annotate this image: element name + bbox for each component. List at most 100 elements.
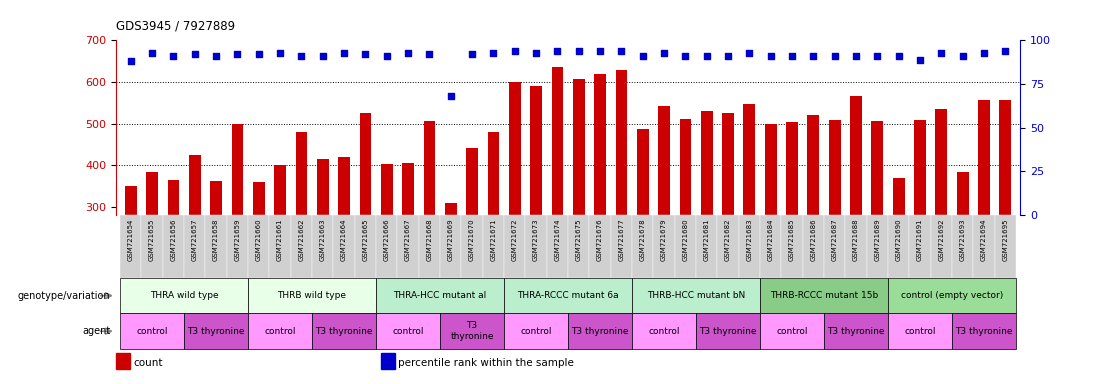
Bar bbox=[504, 215, 525, 278]
Bar bbox=[483, 215, 504, 278]
Text: GSM721681: GSM721681 bbox=[704, 218, 709, 261]
Bar bbox=[317, 159, 329, 215]
Bar bbox=[147, 172, 158, 215]
Bar bbox=[803, 215, 824, 278]
Point bbox=[826, 53, 844, 59]
Point bbox=[975, 50, 993, 56]
Text: T3
thyronine: T3 thyronine bbox=[450, 321, 494, 341]
Text: T3 thyronine: T3 thyronine bbox=[315, 327, 373, 336]
Text: GSM721657: GSM721657 bbox=[192, 218, 197, 261]
Point bbox=[676, 53, 694, 59]
Bar bbox=[824, 215, 845, 278]
Point bbox=[932, 50, 950, 56]
Bar bbox=[248, 215, 269, 278]
Point bbox=[634, 53, 652, 59]
Bar bbox=[547, 215, 568, 278]
Point bbox=[570, 48, 588, 54]
Bar bbox=[696, 313, 760, 349]
Text: GSM721683: GSM721683 bbox=[747, 218, 752, 261]
Text: GSM721675: GSM721675 bbox=[576, 218, 581, 261]
Bar bbox=[722, 113, 733, 215]
Bar bbox=[376, 313, 440, 349]
Text: control: control bbox=[265, 327, 296, 336]
Bar bbox=[184, 215, 205, 278]
Bar bbox=[760, 215, 781, 278]
Bar bbox=[632, 278, 760, 313]
Bar bbox=[461, 215, 483, 278]
Bar bbox=[632, 215, 653, 278]
Point bbox=[335, 50, 353, 56]
Text: GDS3945 / 7927889: GDS3945 / 7927889 bbox=[116, 20, 235, 33]
Bar bbox=[211, 181, 222, 215]
Bar bbox=[120, 278, 248, 313]
Point bbox=[164, 53, 182, 59]
Bar bbox=[508, 82, 521, 215]
Bar bbox=[275, 165, 286, 215]
Bar bbox=[952, 313, 1016, 349]
Bar bbox=[531, 86, 542, 215]
Point bbox=[378, 53, 396, 59]
Text: GSM721668: GSM721668 bbox=[427, 218, 432, 261]
Text: GSM721689: GSM721689 bbox=[875, 218, 880, 261]
Bar bbox=[717, 215, 739, 278]
Text: GSM721679: GSM721679 bbox=[661, 218, 667, 261]
Text: GSM721694: GSM721694 bbox=[981, 218, 987, 261]
Bar bbox=[658, 106, 670, 215]
Bar bbox=[850, 96, 861, 215]
Bar bbox=[339, 157, 350, 215]
Point bbox=[122, 58, 140, 65]
Bar bbox=[568, 215, 589, 278]
Point bbox=[292, 53, 310, 59]
Point bbox=[271, 50, 289, 56]
Text: GSM721680: GSM721680 bbox=[683, 218, 688, 261]
Point bbox=[996, 48, 1014, 54]
Text: GSM721690: GSM721690 bbox=[896, 218, 901, 261]
Bar bbox=[116, 353, 130, 369]
Text: control: control bbox=[393, 327, 424, 336]
Point bbox=[655, 50, 673, 56]
Bar bbox=[248, 313, 312, 349]
Bar bbox=[679, 119, 692, 215]
Point bbox=[911, 56, 929, 63]
Bar bbox=[467, 148, 478, 215]
Bar bbox=[397, 215, 419, 278]
Bar bbox=[205, 215, 227, 278]
Point bbox=[762, 53, 780, 59]
Bar bbox=[355, 215, 376, 278]
Bar bbox=[552, 67, 564, 215]
Bar bbox=[568, 313, 632, 349]
Text: GSM721656: GSM721656 bbox=[170, 218, 176, 261]
Point bbox=[783, 53, 801, 59]
Text: THRA-HCC mutant al: THRA-HCC mutant al bbox=[394, 291, 486, 300]
Text: GSM721684: GSM721684 bbox=[768, 218, 773, 261]
Bar bbox=[995, 215, 1016, 278]
Point bbox=[847, 53, 865, 59]
Point bbox=[314, 53, 332, 59]
Bar bbox=[909, 215, 931, 278]
Bar bbox=[440, 215, 461, 278]
Text: THRB-RCCC mutant 15b: THRB-RCCC mutant 15b bbox=[770, 291, 878, 300]
Point bbox=[186, 51, 204, 57]
Text: GSM721687: GSM721687 bbox=[832, 218, 837, 261]
Bar bbox=[381, 164, 393, 215]
Bar bbox=[120, 215, 141, 278]
Bar bbox=[978, 100, 989, 215]
Text: GSM721695: GSM721695 bbox=[1003, 218, 1008, 261]
Text: GSM721685: GSM721685 bbox=[789, 218, 795, 261]
Bar bbox=[440, 313, 504, 349]
Point bbox=[506, 48, 524, 54]
Bar bbox=[632, 313, 696, 349]
Text: GSM721688: GSM721688 bbox=[853, 218, 859, 261]
Text: GSM721667: GSM721667 bbox=[405, 218, 411, 261]
Bar bbox=[141, 215, 163, 278]
Bar bbox=[120, 313, 184, 349]
Bar bbox=[760, 278, 888, 313]
Bar bbox=[168, 180, 180, 215]
Bar bbox=[232, 124, 244, 215]
Text: agent: agent bbox=[82, 326, 110, 336]
Bar bbox=[956, 172, 968, 215]
Text: percentile rank within the sample: percentile rank within the sample bbox=[398, 358, 574, 368]
Bar bbox=[696, 215, 717, 278]
Bar bbox=[636, 129, 649, 215]
Bar bbox=[504, 313, 568, 349]
